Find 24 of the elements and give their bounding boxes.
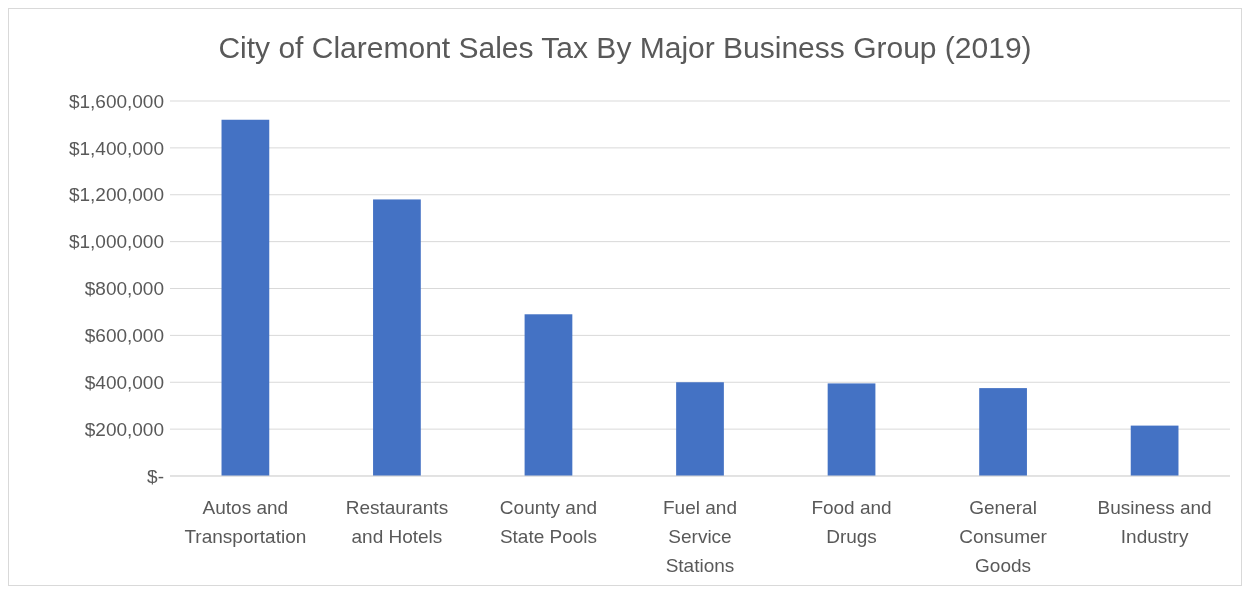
bar (373, 199, 421, 476)
y-tick-label: $- (147, 465, 164, 487)
bar (827, 383, 876, 476)
x-tick-label: General Consumer Goods (959, 497, 1048, 576)
y-tick-label: $600,000 (84, 325, 164, 347)
bar (979, 388, 1027, 476)
chart-title: City of Claremont Sales Tax By Major Business Group (2019) (218, 31, 1032, 64)
x-tick-label: Business and Industry (1097, 497, 1212, 547)
y-tick-label: $1,200,000 (68, 184, 164, 206)
y-tick-label: $1,400,000 (68, 137, 164, 159)
y-tick-label: $200,000 (84, 418, 164, 440)
x-tick-label: County and State Pools (499, 497, 598, 547)
x-tick-label: Food and Drugs (811, 497, 892, 547)
x-tick-label: Restaurants and Hotels (345, 497, 449, 547)
y-tick-label: $400,000 (84, 371, 164, 393)
bar (1130, 425, 1179, 476)
x-tick-label: Autos and Transportation (184, 497, 307, 547)
bar (524, 314, 573, 476)
x-tick-label: Fuel and Service Stations (663, 497, 737, 576)
bar (221, 119, 270, 476)
y-tick-label: $1,600,000 (68, 90, 164, 112)
y-tick-label: $1,000,000 (68, 231, 164, 253)
y-tick-label: $800,000 (84, 278, 164, 300)
bar (676, 382, 724, 476)
